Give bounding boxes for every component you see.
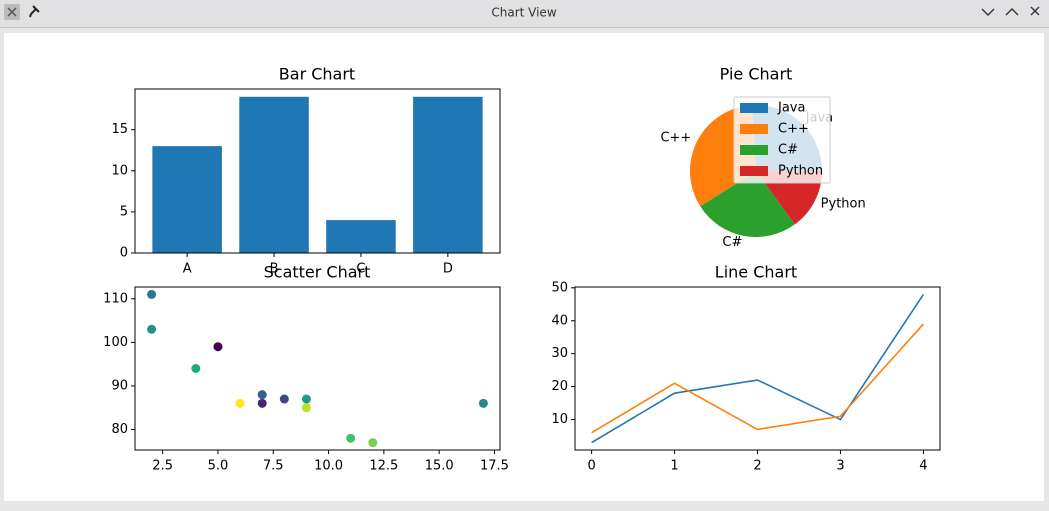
- maximize-button[interactable]: [1005, 8, 1019, 16]
- app-icon-glyph: [7, 7, 17, 17]
- bar: [326, 220, 396, 253]
- window-title: Chart View: [491, 6, 556, 20]
- x-tick-label: 10.0: [314, 459, 343, 474]
- scatter-point: [147, 324, 157, 334]
- legend-swatch: [740, 166, 768, 176]
- scatter-point: [257, 390, 267, 400]
- y-tick-label: 90: [111, 378, 128, 393]
- legend-label: Python: [778, 164, 823, 179]
- x-tick-label: 2.5: [152, 459, 173, 474]
- legend-label: C#: [778, 143, 798, 158]
- axes-frame: [574, 286, 941, 451]
- x-tick-label: 12.5: [369, 459, 398, 474]
- scatter-point: [301, 403, 311, 413]
- scatter-point: [368, 438, 378, 448]
- scatter-point: [346, 433, 356, 443]
- scatter-point: [147, 289, 157, 299]
- slice-label: Python: [821, 196, 866, 211]
- y-tick-label: 5: [120, 204, 128, 219]
- scatter-point: [279, 394, 289, 404]
- minimize-button[interactable]: [981, 8, 995, 16]
- scatter-point: [191, 364, 201, 373]
- line-series: [591, 323, 925, 434]
- x-tick-label: D: [443, 262, 453, 277]
- axes-frame: [134, 88, 501, 254]
- y-tick-label: 0: [120, 246, 128, 261]
- slice-label: C++: [660, 131, 691, 146]
- x-tick-label: 0: [587, 459, 595, 474]
- legend-swatch: [740, 124, 768, 134]
- pin-button[interactable]: [29, 5, 40, 18]
- pie-slice: [700, 171, 795, 237]
- chart-title: Pie Chart: [720, 65, 793, 84]
- legend-swatch: [740, 145, 768, 155]
- x-tick-label: 2: [753, 459, 761, 474]
- scatter-point: [213, 342, 223, 352]
- close-button[interactable]: [1030, 6, 1040, 16]
- x-tick-label: 5.0: [208, 459, 229, 474]
- x-tick-label: 15.0: [425, 459, 454, 474]
- bar: [413, 96, 483, 253]
- bar: [152, 146, 222, 253]
- x-tick-label: 7.5: [263, 459, 284, 474]
- y-tick-label: 10: [111, 163, 128, 178]
- x-tick-label: B: [270, 262, 279, 277]
- y-tick-label: 80: [111, 422, 128, 437]
- legend-swatch: [740, 103, 768, 113]
- y-tick-label: 50: [551, 280, 568, 295]
- y-tick-label: 110: [103, 291, 128, 306]
- pie-slice: [756, 171, 822, 225]
- scatter-point: [257, 398, 267, 408]
- x-tick-label: 4: [919, 459, 927, 474]
- chart-title: Line Chart: [715, 263, 797, 282]
- chart-title: Scatter Chart: [264, 263, 371, 282]
- axes-frame: [134, 286, 501, 451]
- legend-label: Java: [777, 101, 805, 116]
- y-tick-label: 10: [551, 412, 568, 427]
- chart-title: Bar Chart: [279, 65, 355, 84]
- canvas: [4, 33, 1044, 501]
- line-series: [591, 293, 925, 444]
- y-tick-label: 30: [551, 346, 568, 361]
- x-tick-label: A: [183, 262, 192, 277]
- x-tick-label: 17.5: [480, 459, 509, 474]
- slice-label: C#: [722, 235, 742, 250]
- x-tick-label: 3: [836, 459, 844, 474]
- legend-label: C++: [778, 122, 809, 137]
- x-tick-label: 1: [670, 459, 678, 474]
- scatter-point: [301, 394, 311, 404]
- scatter-point: [478, 398, 488, 408]
- y-tick-label: 100: [103, 335, 128, 350]
- bar: [239, 96, 309, 253]
- title-bar: [0, 0, 1049, 27]
- legend-box: [733, 96, 831, 184]
- scatter-point: [235, 398, 245, 408]
- y-tick-label: 40: [551, 313, 568, 328]
- y-tick-label: 20: [551, 379, 568, 394]
- x-tick-label: C: [356, 262, 365, 277]
- y-tick-label: 15: [111, 122, 128, 137]
